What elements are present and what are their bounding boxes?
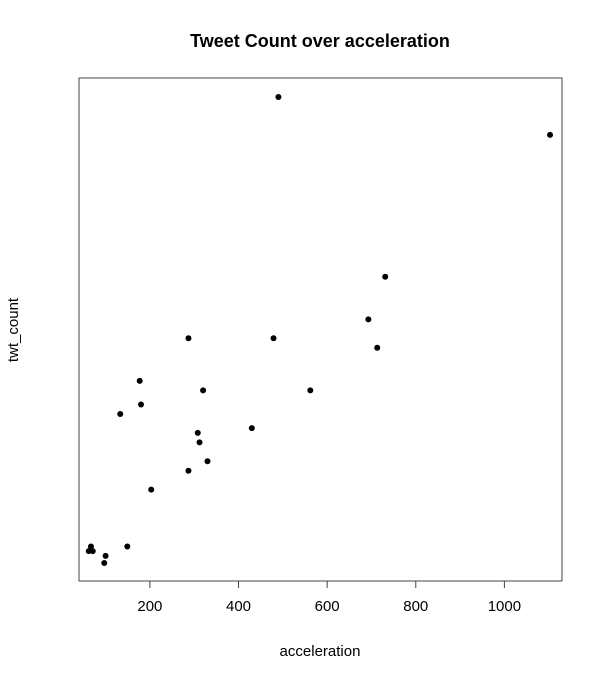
chart-title: Tweet Count over acceleration [190, 31, 450, 51]
data-points [85, 94, 554, 566]
data-point [87, 543, 94, 550]
data-point [382, 273, 389, 280]
plot-area-border [78, 77, 563, 582]
x-tick-label: 800 [403, 598, 428, 615]
data-point [365, 316, 372, 323]
data-point [185, 467, 192, 474]
x-axis-label: acceleration [280, 643, 361, 660]
data-point [124, 543, 131, 550]
x-tick-label: 400 [226, 598, 251, 615]
data-point [547, 131, 554, 138]
data-point [136, 377, 143, 384]
x-tick-label: 1000 [488, 598, 521, 615]
data-point [138, 401, 145, 408]
data-point [270, 335, 277, 342]
x-axis: 200 400 600 800 1000 [137, 580, 521, 615]
data-point [196, 439, 203, 446]
data-point [204, 458, 211, 465]
x-tick-label: 200 [137, 598, 162, 615]
data-point [200, 387, 207, 394]
data-point [89, 548, 96, 555]
data-point [248, 425, 255, 432]
x-tick-label: 600 [315, 598, 340, 615]
data-point [307, 387, 314, 394]
data-point [374, 344, 381, 351]
data-point [185, 335, 192, 342]
data-point [117, 410, 124, 417]
y-axis-label: twt_count [5, 297, 22, 362]
data-point [102, 552, 109, 559]
data-point [194, 429, 201, 436]
data-point [275, 94, 282, 100]
data-point [101, 560, 108, 566]
data-point [148, 486, 155, 493]
